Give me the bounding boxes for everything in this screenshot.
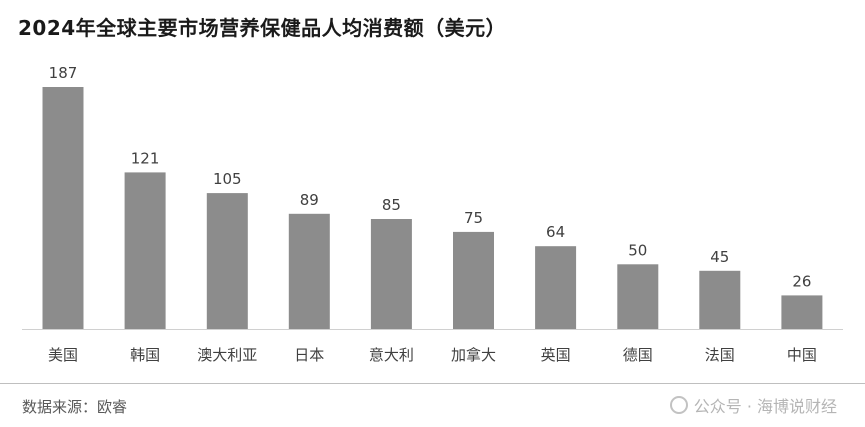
bar	[370, 219, 412, 329]
category-label: 中国	[787, 346, 817, 364]
category-label: 法国	[705, 346, 735, 364]
chart-title: 2024年全球主要市场营养保健品人均消费额（美元）	[18, 16, 507, 40]
data-label: 64	[546, 223, 565, 241]
data-label: 26	[792, 272, 811, 290]
category-label: 意大利	[369, 346, 414, 364]
bar	[288, 213, 330, 329]
bar	[535, 246, 577, 329]
divider	[0, 383, 865, 384]
bar	[42, 87, 84, 329]
category-label: 澳大利亚	[197, 346, 257, 364]
category-label: 英国	[541, 346, 571, 364]
chart-frame: 2024年全球主要市场营养保健品人均消费额（美元） 187 美国 121 韩国 105 澳…	[18, 16, 843, 364]
data-label: 45	[710, 248, 729, 266]
data-label: 89	[300, 191, 319, 209]
data-label: 121	[131, 149, 160, 167]
category-label: 德国	[623, 346, 653, 364]
watermark: 公众号 · 海博说财经	[669, 393, 837, 417]
category-label: 韩国	[130, 346, 160, 364]
category-label: 日本	[294, 346, 324, 364]
data-label: 75	[464, 209, 483, 227]
source-note: 数据来源：欧睿	[22, 398, 128, 416]
bar	[617, 264, 659, 329]
category-label: 加拿大	[451, 346, 496, 364]
data-label: 85	[382, 196, 401, 214]
data-label: 50	[628, 241, 647, 259]
bar	[453, 231, 494, 329]
watermark-text: 公众号 · 海博说财经	[693, 397, 837, 416]
data-label: 105	[213, 170, 242, 188]
bar	[699, 270, 741, 329]
bar	[206, 193, 248, 329]
bar	[124, 172, 166, 329]
bar-chart: 187 美国 121 韩国 105 澳大利亚 89 日本 85 意大利 75 加拿大 64 英国 50 德国 4…	[22, 64, 843, 364]
data-label: 187	[49, 64, 78, 82]
wechat-icon	[669, 396, 688, 414]
category-label: 美国	[48, 346, 78, 364]
bar	[781, 295, 823, 329]
